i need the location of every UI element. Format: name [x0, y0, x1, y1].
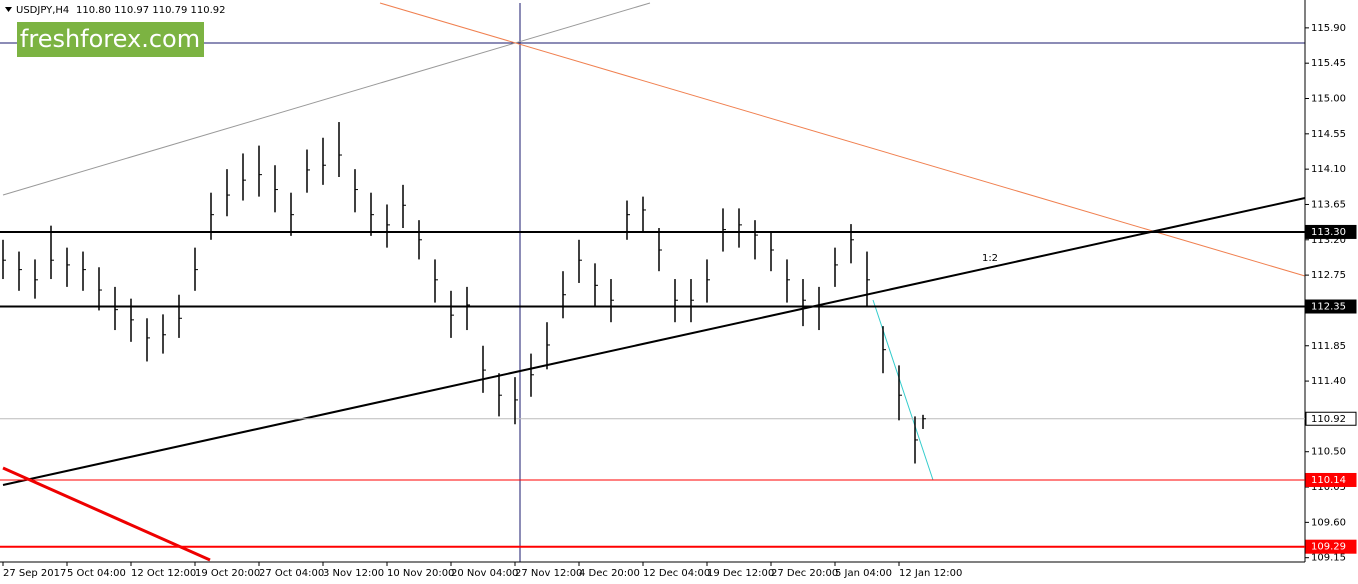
y-tick-label: 113.20 [1311, 235, 1346, 246]
y-tick-label: 115.90 [1311, 23, 1346, 34]
level-label-box [1305, 299, 1357, 314]
y-tick-label: 110.50 [1311, 447, 1346, 458]
x-tick-label: 4 Dec 20:00 [579, 568, 640, 579]
y-tick-label: 110.05 [1311, 482, 1346, 493]
trend-line [379, 2, 1306, 277]
watermark-box [17, 22, 204, 57]
x-tick-label: 5 Jan 04:00 [835, 568, 892, 579]
x-tick-label: 27 Oct 04:00 [259, 568, 324, 579]
annotation: 1:2 [982, 253, 998, 264]
quote: 110.80 110.97 110.79 110.92 [76, 5, 226, 16]
y-tick-label: 114.10 [1311, 164, 1346, 175]
trend-line [2, 466, 211, 562]
x-tick-label: 10 Nov 20:00 [387, 568, 454, 579]
x-tick-label: 27 Sep 2017 [3, 568, 66, 579]
y-tick-label: 115.00 [1311, 94, 1346, 105]
price-bars [2, 122, 926, 464]
level-label: 110.92 [1311, 414, 1346, 425]
y-tick-label: 114.55 [1311, 129, 1346, 140]
x-tick-label: 20 Nov 04:00 [451, 568, 518, 579]
x-tick-label: 5 Oct 04:00 [67, 568, 126, 579]
level-label-box [1305, 411, 1357, 426]
trend-line [2, 197, 1306, 486]
x-tick-label: 19 Oct 20:00 [195, 568, 260, 579]
x-tick-label: 27 Nov 12:00 [515, 568, 582, 579]
y-tick-label: 111.85 [1311, 341, 1346, 352]
drawings [0, 2, 1306, 562]
trend-line [2, 2, 651, 196]
level-label: 113.30 [1311, 227, 1346, 238]
y-tick-label: 111.40 [1311, 376, 1346, 387]
chart-title: USDJPY,H4 [16, 5, 69, 16]
watermark: freshforex.com [20, 25, 200, 53]
y-tick-label: 109.15 [1311, 553, 1346, 564]
x-tick-label: 12 Oct 12:00 [131, 568, 196, 579]
level-label: 112.35 [1311, 302, 1346, 313]
level-label-box [1305, 472, 1357, 487]
y-tick-label: 115.45 [1311, 58, 1346, 69]
x-tick-label: 27 Dec 20:00 [771, 568, 838, 579]
level-label: 109.29 [1311, 542, 1346, 553]
level-label-box [1305, 224, 1357, 239]
x-tick-label: 12 Jan 12:00 [899, 568, 962, 579]
level-label: 110.14 [1311, 475, 1346, 486]
x-tick-label: 3 Nov 12:00 [323, 568, 384, 579]
x-tick-label: 12 Dec 04:00 [643, 568, 710, 579]
menu-icon[interactable] [5, 7, 12, 12]
y-tick-label: 109.60 [1311, 517, 1346, 528]
x-tick-label: 19 Dec 12:00 [707, 568, 774, 579]
level-label-box [1305, 539, 1357, 554]
y-tick-label: 112.75 [1311, 270, 1346, 281]
y-tick-label: 113.65 [1311, 199, 1346, 210]
